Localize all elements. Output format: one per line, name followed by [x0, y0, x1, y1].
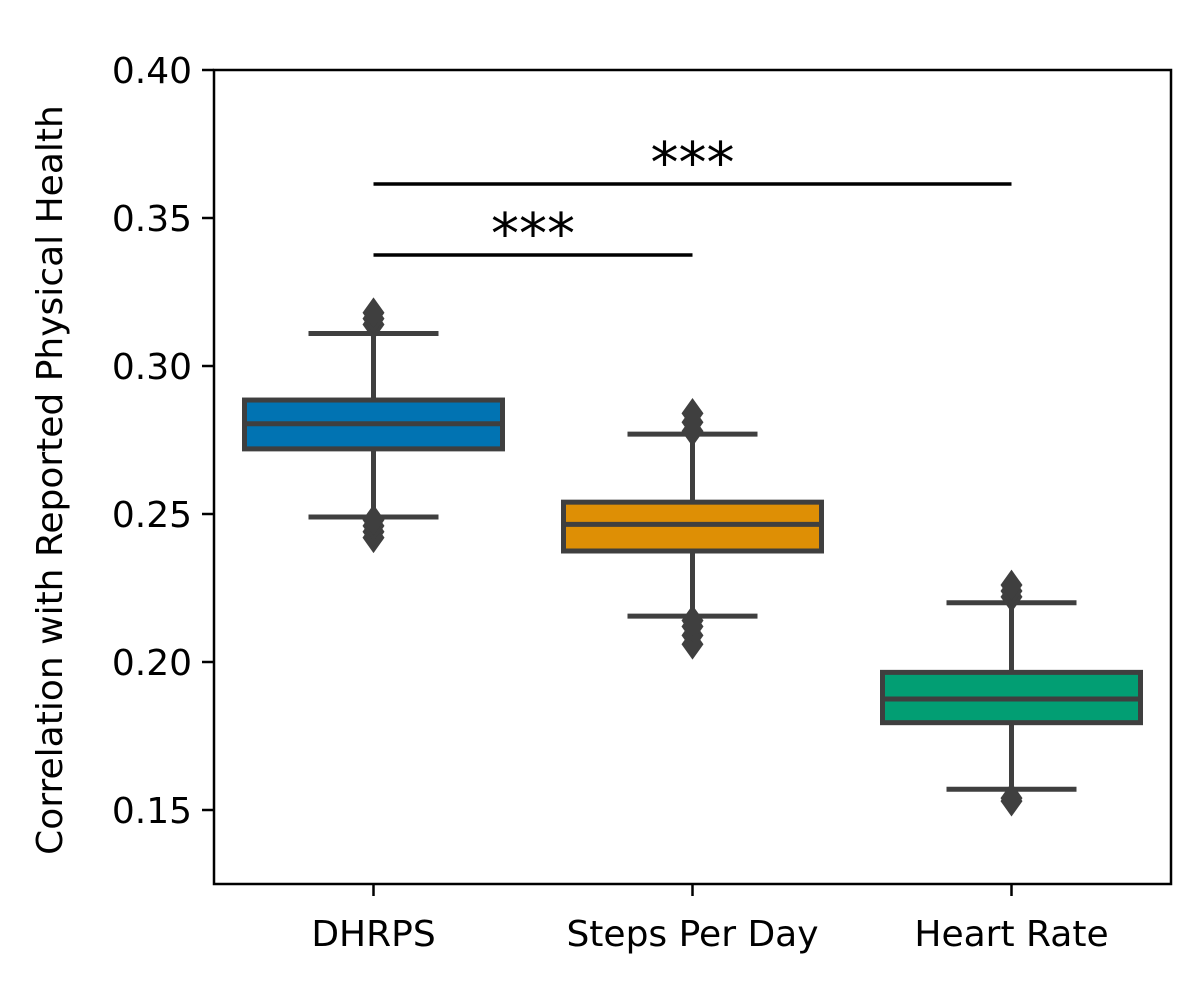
x-tick-label: Heart Rate: [914, 914, 1108, 955]
plot-area: 0.40 0.35 0.30 0.25 0.20 0.15 DHRPS Steps Per D…: [112, 51, 1173, 955]
outlier-point: [1000, 569, 1023, 601]
x-tick-label: Steps Per Day: [566, 914, 818, 955]
y-tick-label: 0.25: [112, 495, 192, 536]
outlier-point: [362, 297, 385, 329]
y-tick-label: 0.40: [112, 51, 192, 92]
y-tick-label: 0.30: [112, 347, 192, 388]
outlier-point: [1000, 782, 1023, 814]
y-tick-label: 0.20: [112, 643, 192, 684]
x-tick-label: DHRPS: [311, 914, 435, 955]
significance-label: ***: [651, 131, 735, 196]
significance-label: ***: [491, 202, 575, 267]
y-tick-label: 0.15: [112, 791, 192, 832]
outlier-point: [681, 397, 704, 429]
y-axis-title: Correlation with Reported Physical Healt…: [30, 105, 71, 855]
y-tick-label: 0.35: [112, 199, 192, 240]
outlier-point: [681, 605, 704, 636]
outlier-point: [362, 504, 385, 536]
